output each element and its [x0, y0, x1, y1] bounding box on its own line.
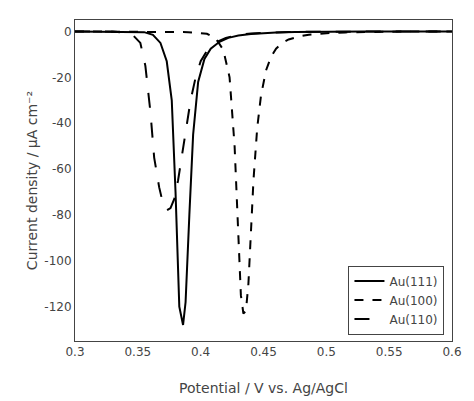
svg-text:0.35: 0.35: [124, 345, 151, 359]
svg-text:-20: -20: [52, 71, 72, 85]
svg-text:-60: -60: [52, 162, 72, 176]
svg-text:0.55: 0.55: [376, 345, 403, 359]
svg-text:0.3: 0.3: [65, 345, 84, 359]
svg-text:Au(111): Au(111): [389, 275, 437, 289]
svg-text:0: 0: [64, 25, 72, 39]
svg-text:0.6: 0.6: [442, 345, 461, 359]
svg-text:Au(100): Au(100): [389, 294, 437, 308]
svg-text:0.4: 0.4: [191, 345, 210, 359]
svg-text:Au(110): Au(110): [389, 313, 437, 327]
svg-text:-40: -40: [52, 116, 72, 130]
svg-text:Potential / V vs. Ag/AgCl: Potential / V vs. Ag/AgCl: [179, 380, 348, 396]
svg-text:-80: -80: [52, 208, 72, 222]
svg-text:-100: -100: [44, 254, 71, 268]
svg-text:Current density / μA cm⁻²: Current density / μA cm⁻²: [24, 91, 40, 270]
svg-text:0.45: 0.45: [250, 345, 277, 359]
svg-text:-120: -120: [44, 300, 71, 314]
svg-text:0.5: 0.5: [317, 345, 336, 359]
